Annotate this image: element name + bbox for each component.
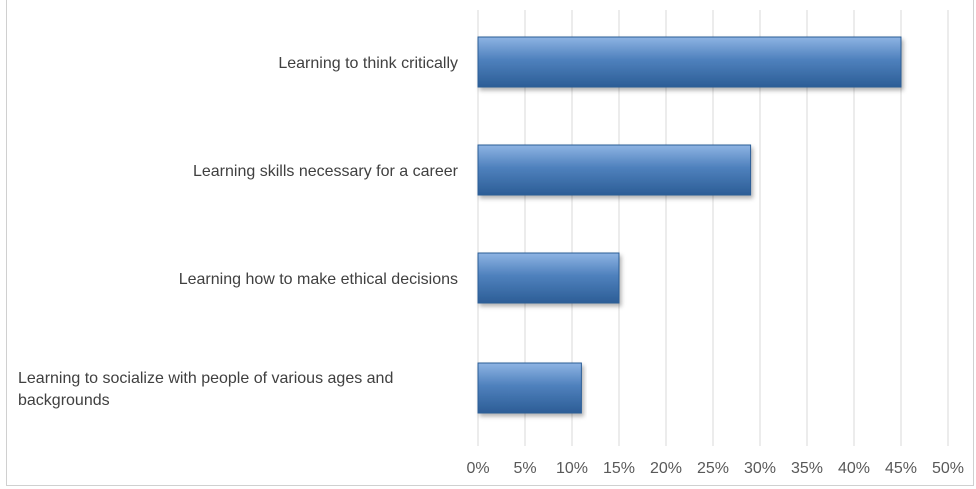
bars bbox=[477, 36, 902, 414]
category-label: Learning how to make ethical decisions bbox=[179, 271, 458, 288]
x-tick-label: 15% bbox=[603, 460, 635, 477]
x-tick-label: 45% bbox=[885, 460, 917, 477]
x-tick-label: 20% bbox=[650, 460, 682, 477]
category-label: Learning to socialize with people of var… bbox=[18, 370, 393, 409]
x-tick-label: 0% bbox=[466, 460, 489, 477]
x-axis-tick-labels: 0% 5% 10% 15% 20% 25% 30% 35% 40% 45% 50% bbox=[466, 460, 964, 477]
bar bbox=[477, 252, 620, 304]
x-tick-label: 25% bbox=[697, 460, 729, 477]
bar bbox=[477, 36, 902, 88]
x-tick-label: 10% bbox=[556, 460, 588, 477]
x-tick-label: 5% bbox=[513, 460, 536, 477]
x-tick-label: 35% bbox=[791, 460, 823, 477]
bar bbox=[477, 362, 582, 414]
category-label: Learning skills necessary for a career bbox=[193, 163, 459, 180]
category-label: Learning to think critically bbox=[278, 55, 458, 72]
x-tick-label: 40% bbox=[838, 460, 870, 477]
category-labels: Learning to think critically Learning ski… bbox=[18, 55, 459, 409]
bar bbox=[477, 144, 752, 196]
x-tick-label: 30% bbox=[744, 460, 776, 477]
x-tick-label: 50% bbox=[932, 460, 964, 477]
